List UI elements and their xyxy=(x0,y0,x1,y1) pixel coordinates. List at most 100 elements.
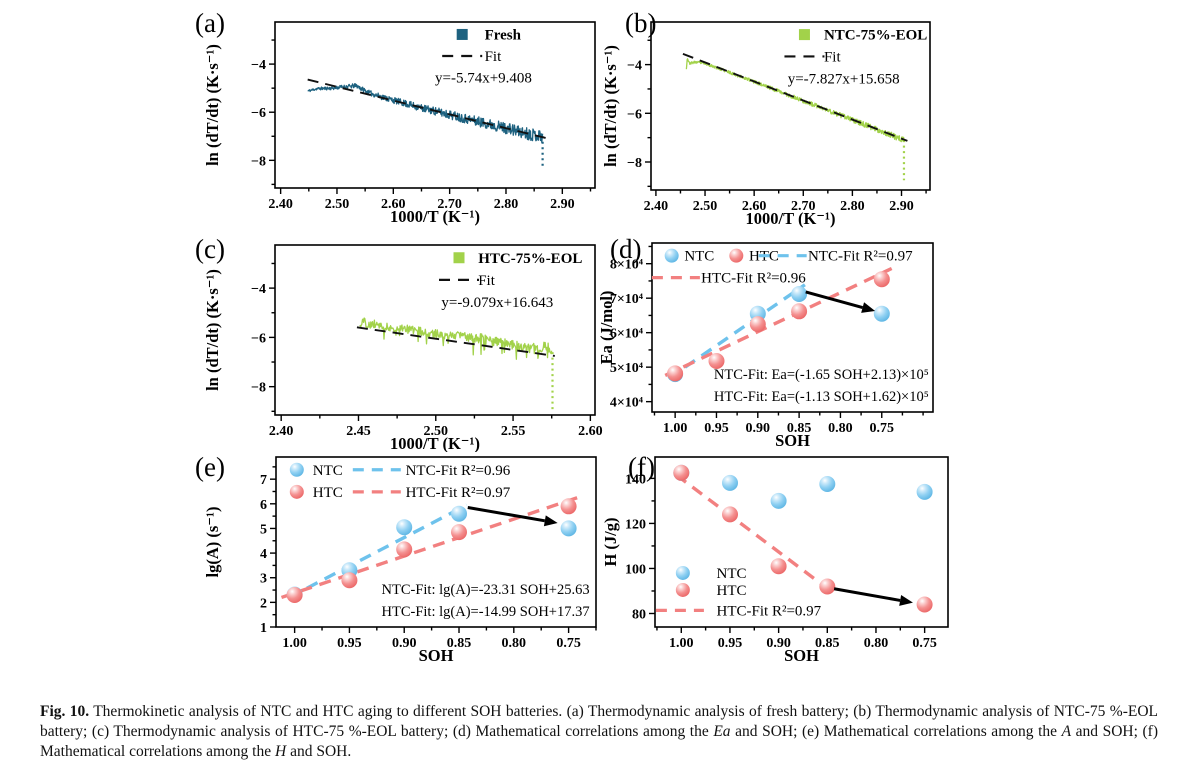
y-axis-label: ln (dT/dt) (K·s⁻¹) xyxy=(203,44,222,166)
legend-square-marker xyxy=(798,29,810,41)
panel-letter: (e) xyxy=(195,452,225,482)
svg-text:6×10⁴: 6×10⁴ xyxy=(610,327,644,342)
svg-text:−8: −8 xyxy=(627,156,642,171)
legend-ball-marker xyxy=(664,248,679,263)
series-NTC-Fit xyxy=(288,503,468,599)
svg-text:4: 4 xyxy=(260,547,267,562)
series-HTC xyxy=(667,271,890,382)
svg-text:0.90: 0.90 xyxy=(392,636,417,651)
panel-b: 2.40 2.50 2.60 2.70 2.80 2.90 −4 −6 −8 1000/T (K⁻… xyxy=(588,0,948,231)
fit-equation-annotation: HTC-Fit: lg(A)=-14.99 SOH+17.37 xyxy=(382,604,590,620)
svg-text:2.70: 2.70 xyxy=(437,197,462,212)
svg-text:0.85: 0.85 xyxy=(815,636,840,651)
panel-e-chart: 1.00 0.95 0.90 0.85 0.80 0.75 1 2 3 4 5 6 7 SOH lg(A) … xyxy=(195,452,597,665)
legend-label: HTC xyxy=(313,485,343,501)
svg-text:1.00: 1.00 xyxy=(663,421,688,436)
legend-label: NTC xyxy=(313,463,343,479)
legend-label: NTC-Fit R²=0.97 xyxy=(808,249,913,265)
series-HTC-75%-EOL xyxy=(359,317,553,360)
legend-label: HTC-Fit R²=0.97 xyxy=(406,485,511,501)
x-axis-label: SOH xyxy=(775,431,810,450)
svg-text:−4: −4 xyxy=(627,59,642,74)
svg-text:0.95: 0.95 xyxy=(718,636,743,651)
caption-part2: and SOH; (e) Mathematical correlations a… xyxy=(730,722,1062,740)
plot-frame xyxy=(654,456,949,628)
svg-text:2.40: 2.40 xyxy=(269,424,294,439)
svg-text:0.95: 0.95 xyxy=(337,636,362,651)
svg-text:−6: −6 xyxy=(627,107,642,122)
svg-text:2.45: 2.45 xyxy=(346,424,371,439)
caption-part3: and SOH; (f) Mathematical correlations a… xyxy=(40,722,1159,761)
legend-label: y=-9.079x+16.643 xyxy=(441,295,553,311)
svg-text:0.95: 0.95 xyxy=(704,421,729,436)
svg-text:2.80: 2.80 xyxy=(840,199,865,214)
svg-text:2.80: 2.80 xyxy=(494,197,519,212)
svg-text:2.50: 2.50 xyxy=(424,424,449,439)
svg-text:140: 140 xyxy=(625,472,646,487)
svg-text:3: 3 xyxy=(260,572,267,587)
panel-f: 1.00 0.95 0.90 0.85 0.80 0.75 80 100 120 140 SOH H … xyxy=(588,446,960,671)
svg-text:−6: −6 xyxy=(251,106,266,121)
y-axis-label: ln (dT/dt) (K·s⁻¹) xyxy=(203,269,222,391)
x-axis-label: SOH xyxy=(784,646,819,665)
svg-text:−4: −4 xyxy=(251,58,266,73)
svg-text:2.50: 2.50 xyxy=(693,199,718,214)
panel-a: 2.40 2.50 2.60 2.70 2.80 2.90 −4 −6 −8 1000/T (K⁻… xyxy=(180,0,610,231)
legend-label: HTC-Fit R²=0.97 xyxy=(717,603,822,619)
svg-text:2.50: 2.50 xyxy=(325,197,350,212)
legend-label: Fit xyxy=(478,273,496,289)
fit-equation-annotation: NTC-Fit: Ea=(-1.65 SOH+2.13)×10⁵ xyxy=(714,367,929,383)
legend-ball-marker xyxy=(675,565,690,580)
svg-text:7×10⁴: 7×10⁴ xyxy=(610,292,644,307)
svg-text:2.60: 2.60 xyxy=(578,424,603,439)
figure-caption: Fig. 10. Thermokinetic analysis of NTC a… xyxy=(40,702,1158,762)
plot-frame xyxy=(274,21,596,189)
svg-text:4×10⁴: 4×10⁴ xyxy=(610,396,644,411)
svg-text:2.70: 2.70 xyxy=(791,199,816,214)
legend-label: Fresh xyxy=(485,27,522,43)
legend-ball-marker xyxy=(675,582,690,597)
legend-label: NTC-Fit R²=0.96 xyxy=(406,463,511,479)
trend-arrow xyxy=(805,290,876,313)
y-axis-label: Ea (J/mol) xyxy=(597,291,616,365)
legend-ball-marker xyxy=(729,248,744,263)
plot-frame xyxy=(274,244,596,416)
svg-text:−4: −4 xyxy=(251,282,266,297)
y-axis-label: ln (dT/dt) (K·s⁻¹) xyxy=(601,45,620,167)
svg-text:0.90: 0.90 xyxy=(766,636,791,651)
panel-letter: (c) xyxy=(195,234,225,264)
svg-text:1.00: 1.00 xyxy=(669,636,694,651)
legend-label: Fit xyxy=(824,49,842,65)
svg-text:−8: −8 xyxy=(251,381,266,396)
svg-text:2.60: 2.60 xyxy=(742,199,767,214)
series-HTC xyxy=(286,498,577,603)
panel-d-chart: 1.00 0.95 0.90 0.85 0.80 0.75 4×10⁴ 5×10⁴ 6×10⁴ 7… xyxy=(597,234,934,450)
svg-text:2.90: 2.90 xyxy=(550,197,575,212)
caption-italic-a: A xyxy=(1061,722,1072,740)
series-fit-line xyxy=(307,78,548,140)
y-axis-label: lg(A) (s⁻¹) xyxy=(203,507,222,578)
fit-equation-annotation: HTC-Fit: Ea=(-1.13 SOH+1.62)×10⁵ xyxy=(714,389,929,405)
panel-c-chart: 2.40 2.45 2.50 2.55 2.60 −4 −6 −8 1000/T (K⁻¹) ln… xyxy=(195,234,603,453)
x-axis-label: SOH xyxy=(419,646,454,665)
svg-text:6: 6 xyxy=(260,498,267,513)
panel-letter: (f) xyxy=(628,452,655,482)
x-axis-label: 1000/T (K⁻¹) xyxy=(390,207,480,226)
series-fit-line xyxy=(682,52,908,142)
x-axis-label: 1000/T (K⁻¹) xyxy=(746,209,836,228)
svg-text:8×10⁴: 8×10⁴ xyxy=(610,258,644,273)
svg-text:2.60: 2.60 xyxy=(381,197,406,212)
caption-italic-h: H xyxy=(275,743,287,761)
legend-label: HTC xyxy=(717,583,747,599)
series-HTC-Fit xyxy=(280,496,578,600)
svg-text:0.85: 0.85 xyxy=(787,421,812,436)
legend-label: NTC-75%-EOL xyxy=(824,28,927,44)
plot-frame xyxy=(650,21,931,191)
caption-fig-label: Fig. 10. xyxy=(40,702,90,720)
svg-text:0.75: 0.75 xyxy=(556,636,581,651)
panel-d: 1.00 0.95 0.90 0.85 0.80 0.75 4×10⁴ 5×10⁴ 6×10⁴ 7… xyxy=(588,230,948,452)
panel-a-chart: 2.40 2.50 2.60 2.70 2.80 2.90 −4 −6 −8 1000/T (K⁻… xyxy=(195,8,596,226)
panel-c: 2.40 2.45 2.50 2.55 2.60 −4 −6 −8 1000/T (K⁻¹) ln… xyxy=(180,230,610,453)
svg-text:80: 80 xyxy=(632,607,646,622)
